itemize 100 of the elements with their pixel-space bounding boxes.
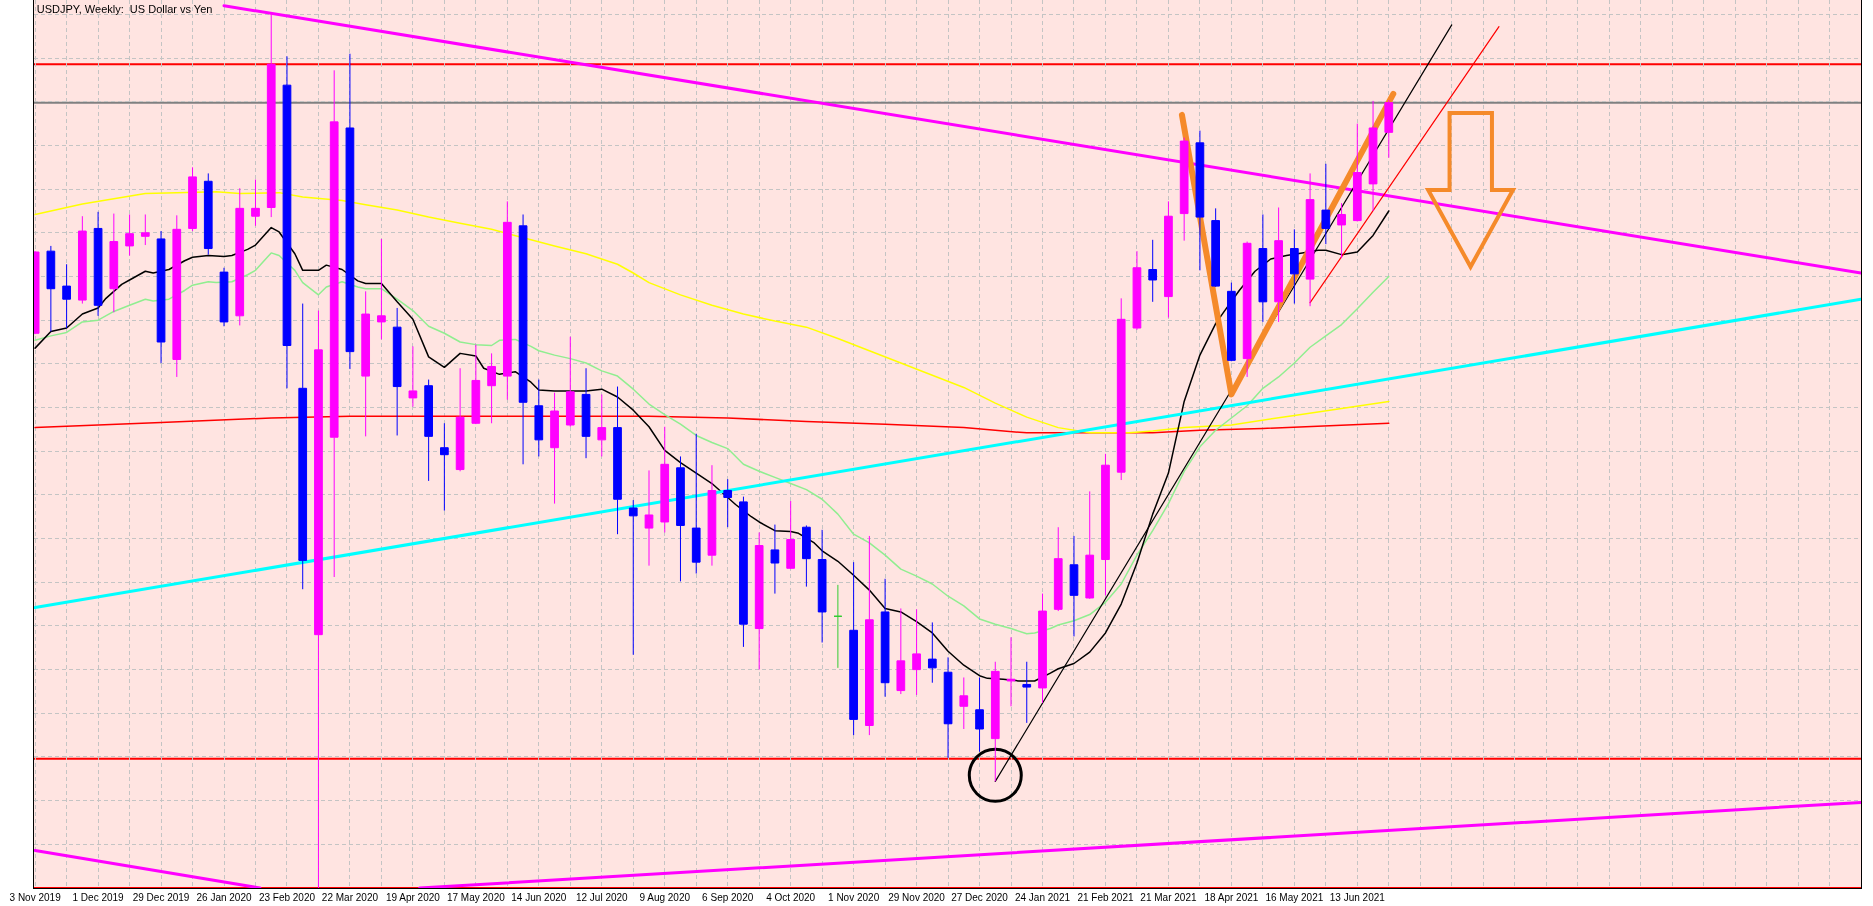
candlestick bbox=[109, 213, 119, 313]
candlestick bbox=[676, 455, 685, 582]
candlestick bbox=[849, 561, 858, 736]
candlestick bbox=[565, 336, 575, 428]
x-tick-label: 1 Dec 2019 bbox=[72, 892, 125, 903]
candlestick bbox=[990, 661, 1000, 782]
candlestick bbox=[739, 496, 748, 648]
candlestick bbox=[156, 230, 166, 364]
candlestick bbox=[298, 303, 308, 590]
candlestick bbox=[802, 524, 811, 588]
candlestick bbox=[1022, 661, 1032, 724]
candlestick bbox=[754, 531, 764, 671]
candlestick bbox=[219, 267, 229, 327]
candlestick bbox=[1258, 213, 1268, 323]
candlestick bbox=[1211, 207, 1220, 288]
candlestick bbox=[203, 172, 213, 256]
candlestick bbox=[927, 621, 937, 684]
candlestick bbox=[361, 290, 371, 437]
candlestick bbox=[455, 367, 465, 472]
candlestick bbox=[188, 166, 197, 232]
x-tick-label: 22 Mar 2020 bbox=[321, 892, 379, 903]
candlestick bbox=[235, 187, 245, 326]
candlestick bbox=[1085, 490, 1095, 600]
candlestick bbox=[707, 464, 717, 567]
candlestick bbox=[644, 469, 654, 567]
candlestick bbox=[46, 245, 56, 333]
candlestick bbox=[392, 307, 402, 436]
candlestick bbox=[93, 211, 103, 317]
candlestick bbox=[786, 500, 796, 570]
x-tick-label: 4 Oct 2020 bbox=[766, 892, 816, 903]
candlestick bbox=[691, 433, 701, 575]
candlestick bbox=[865, 535, 874, 736]
candlestick bbox=[1101, 453, 1110, 596]
candlestick bbox=[1148, 239, 1158, 303]
candlestick bbox=[172, 214, 182, 378]
candlestick bbox=[723, 478, 733, 528]
candlestick bbox=[1368, 100, 1378, 212]
candlestick bbox=[534, 379, 544, 457]
x-tick-label: 24 Jan 2021 bbox=[1014, 892, 1071, 903]
x-tick-label: 12 Jul 2020 bbox=[575, 892, 629, 903]
candlestick bbox=[1242, 241, 1252, 378]
x-tick-label: 6 Sep 2020 bbox=[702, 892, 754, 903]
candlestick bbox=[377, 238, 386, 340]
candlestick bbox=[896, 607, 906, 695]
candlestick bbox=[440, 422, 449, 512]
candlestick bbox=[502, 200, 512, 401]
candlestick bbox=[266, 13, 276, 218]
candlestick bbox=[1274, 206, 1283, 323]
x-tick-label: 16 May 2021 bbox=[1265, 892, 1324, 903]
x-tick-label: 19 Apr 2020 bbox=[385, 892, 441, 903]
x-tick-label: 29 Nov 2020 bbox=[888, 892, 946, 903]
x-tick-label: 1 Nov 2020 bbox=[828, 892, 880, 903]
candlestick bbox=[125, 213, 134, 257]
candlestick bbox=[251, 179, 260, 227]
x-tick-label: 14 Jun 2020 bbox=[511, 892, 567, 903]
candlestick bbox=[912, 608, 921, 696]
candlestick bbox=[77, 215, 87, 305]
candlestick bbox=[1384, 99, 1394, 159]
candlestick bbox=[62, 263, 71, 329]
candlestick bbox=[833, 584, 843, 669]
x-tick-label: 21 Mar 2021 bbox=[1140, 892, 1197, 903]
candlestick bbox=[1164, 200, 1173, 319]
candlestick bbox=[1116, 297, 1126, 481]
candlestick bbox=[770, 524, 780, 595]
candlestick bbox=[1006, 636, 1016, 707]
candlestick bbox=[613, 386, 622, 535]
candlestick bbox=[487, 352, 496, 424]
candlestick bbox=[424, 379, 433, 482]
x-tick-label: 23 Feb 2020 bbox=[258, 892, 316, 903]
candlestick bbox=[959, 676, 969, 730]
candlestick bbox=[943, 656, 953, 759]
candlestick bbox=[1337, 202, 1346, 259]
candlestick bbox=[408, 345, 418, 408]
candlestick bbox=[329, 69, 339, 578]
x-tick-label: 18 Apr 2021 bbox=[1204, 892, 1259, 903]
candlestick bbox=[581, 367, 591, 459]
x-tick-label: 3 Nov 2019 bbox=[9, 892, 62, 903]
candlestick bbox=[1195, 130, 1205, 271]
x-tick-label: 27 Dec 2020 bbox=[951, 892, 1009, 903]
x-tick-label: 17 May 2020 bbox=[446, 892, 506, 903]
candlestick bbox=[1289, 228, 1299, 305]
candlestick bbox=[471, 344, 481, 425]
candlestick bbox=[550, 392, 559, 505]
x-tick-label: 13 Jun 2021 bbox=[1329, 892, 1386, 903]
x-tick-label: 29 Dec 2019 bbox=[132, 892, 190, 903]
candlestick bbox=[1053, 526, 1063, 612]
candlestick bbox=[660, 426, 670, 533]
candlestick bbox=[975, 676, 984, 753]
candlestick bbox=[1132, 250, 1142, 331]
x-tick-label: 26 Jan 2020 bbox=[196, 892, 252, 903]
candlestick bbox=[1352, 123, 1362, 222]
x-tick-label: 9 Aug 2020 bbox=[639, 892, 691, 903]
candlestick bbox=[1069, 535, 1079, 637]
candlestick bbox=[597, 393, 607, 457]
candlestick bbox=[1321, 163, 1331, 245]
x-tick-label: 21 Feb 2021 bbox=[1077, 892, 1134, 903]
candlestick bbox=[1179, 137, 1189, 242]
candlestick bbox=[628, 499, 638, 656]
candlestick bbox=[880, 578, 890, 698]
candlestick bbox=[140, 213, 150, 246]
